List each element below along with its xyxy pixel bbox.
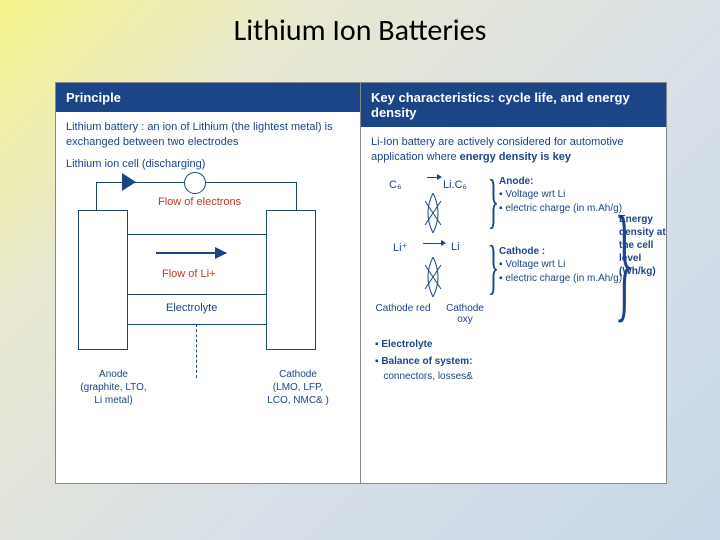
- separator-dashed: [196, 324, 197, 378]
- principle-intro: Lithium battery : an ion of Lithium (the…: [66, 120, 350, 150]
- electrolyte-line-3: [128, 324, 266, 325]
- triangle-icon: [122, 173, 136, 191]
- bullet-electrolyte-text: Electrolyte: [381, 339, 432, 350]
- cathode-block: Cathode : ▪ Voltage wrt Li ▪ electric ch…: [499, 245, 622, 286]
- li-flow-arrow: [156, 252, 226, 254]
- anode-label: Anode (graphite, LTO, Li metal): [66, 368, 161, 407]
- cathode-bullet-1: Voltage wrt Li: [505, 259, 565, 270]
- cathode-title: Cathode :: [499, 246, 545, 257]
- li-plus-label: Li⁺: [393, 241, 407, 254]
- arrow-top-icon: [427, 177, 441, 178]
- cathode-box: [266, 210, 316, 350]
- bullet-balance-rest: connectors, losses&: [381, 371, 473, 382]
- brace-anode-icon: }: [488, 167, 500, 236]
- wire-left: [96, 182, 97, 210]
- anode-bullet-2: electric charge (in m.Ah/g): [505, 203, 622, 214]
- c6-label: C₆: [389, 179, 401, 191]
- panel-header-right: Key characteristics: cycle life, and ene…: [361, 83, 666, 127]
- electrolyte-label: Electrolyte: [166, 302, 217, 314]
- bottom-bullets: ▪ Electrolyte ▪ Balance of system: conne…: [375, 337, 473, 386]
- kc-intro: Li-Ion battery are actively considered f…: [371, 135, 656, 165]
- flow-electrons-label: Flow of electrons: [158, 196, 241, 208]
- energy-density-label: Energy density at the cell level (Wh/kg): [619, 213, 669, 278]
- bullet-electrolyte: ▪ Electrolyte: [375, 337, 473, 352]
- cell-discharging-label: Lithium ion cell (discharging): [66, 158, 350, 170]
- cell-diagram: Flow of electrons Flow of Li+ Electrolyt…: [66, 174, 350, 374]
- anode-title: Anode:: [499, 176, 533, 187]
- lic6-label: Li.C₆: [443, 179, 467, 191]
- cathode-label: Cathode (LMO, LFP, LCO, NMC& ): [248, 368, 348, 407]
- panel-body-left: Lithium battery : an ion of Lithium (the…: [56, 112, 360, 482]
- wire-right: [296, 182, 297, 210]
- cathode-oxy-label: Cathode oxy: [437, 303, 493, 326]
- content-box: Principle Lithium battery : an ion of Li…: [55, 82, 667, 484]
- li-label: Li: [451, 241, 460, 253]
- panel-header-left: Principle: [56, 83, 360, 112]
- leaf-bottom-icon: [421, 257, 445, 297]
- cathode-bullet-2: electric charge (in m.Ah/g): [505, 273, 622, 284]
- slide-title: Lithium Ion Batteries: [0, 0, 720, 57]
- panel-body-right: Li-Ion battery are actively considered f…: [361, 127, 666, 497]
- bulb-icon: [184, 172, 206, 194]
- anode-box: [78, 210, 128, 350]
- cathode-red-label: Cathode red: [375, 303, 431, 315]
- bullet-balance: ▪ Balance of system: connectors, losses&: [375, 354, 473, 384]
- bullet-balance-bold: Balance of system:: [381, 356, 472, 367]
- kc-intro-bold: energy density is key: [460, 151, 571, 163]
- kc-diagram: C₆ Li.C₆ Li⁺ Li Cathode red Cathode oxy …: [371, 175, 656, 385]
- electrolyte-line-1: [128, 234, 266, 235]
- leaf-top-icon: [421, 193, 445, 233]
- panel-characteristics: Key characteristics: cycle life, and ene…: [361, 83, 666, 483]
- flow-li-label: Flow of Li+: [162, 268, 216, 280]
- panel-principle: Principle Lithium battery : an ion of Li…: [56, 83, 361, 483]
- anode-block: Anode: ▪ Voltage wrt Li ▪ electric charg…: [499, 175, 622, 216]
- arrow-mid-icon: [423, 243, 445, 244]
- electrolyte-line-2: [128, 294, 266, 295]
- anode-bullet-1: Voltage wrt Li: [505, 189, 565, 200]
- brace-cathode-icon: }: [488, 233, 500, 302]
